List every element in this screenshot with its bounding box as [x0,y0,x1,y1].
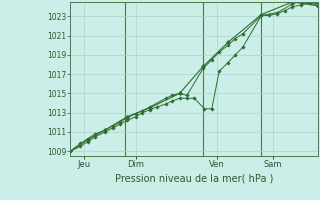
X-axis label: Pression niveau de la mer( hPa ): Pression niveau de la mer( hPa ) [115,173,274,183]
